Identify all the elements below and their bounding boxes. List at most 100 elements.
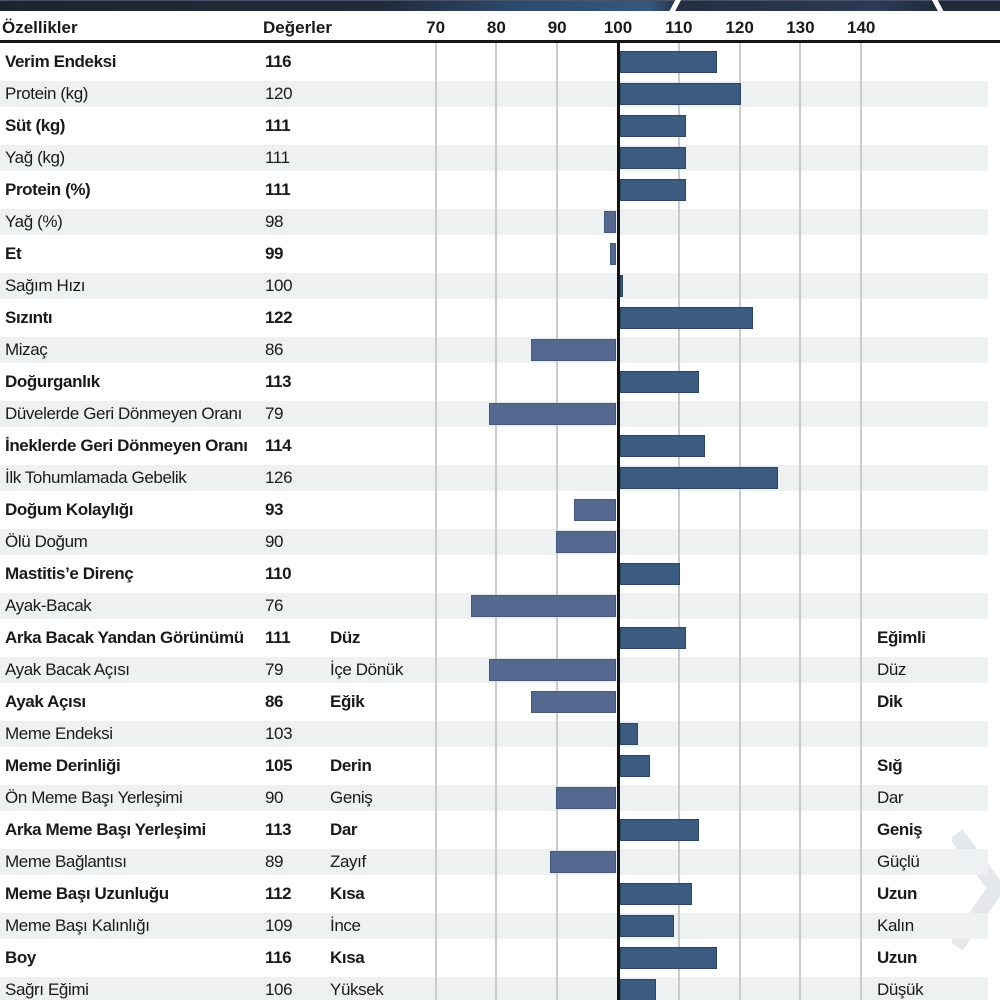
trait-value: 103 [265, 724, 293, 743]
header-rule [0, 40, 1000, 43]
trait-value: 93 [265, 500, 284, 519]
axis-tick-label: 120 [725, 18, 754, 37]
trait-label: Ölü Doğum [5, 532, 88, 551]
table-row: Boy 116 Kısa Uzun [0, 942, 1000, 974]
high-end-descriptor: Dar [877, 788, 904, 807]
trait-label: Meme Endeksi [5, 724, 113, 743]
trait-bar [619, 179, 687, 201]
high-end-descriptor: Güçlü [877, 852, 920, 871]
row-shading [0, 81, 988, 107]
low-end-descriptor: Düz [330, 628, 360, 647]
trait-rows: Verim Endeksi 116 Protein (kg) 120 Süt (… [0, 46, 1000, 1000]
table-row: Meme Derinliği 105 Derin Sığ [0, 750, 1000, 782]
axis-tick-label: 90 [547, 18, 567, 37]
row-shading [0, 945, 988, 971]
high-end-descriptor: Eğimli [877, 628, 926, 647]
axis-tick-label: 140 [847, 18, 876, 37]
trait-bar [531, 339, 617, 361]
trait-value: 114 [265, 436, 292, 455]
table-row: Arka Bacak Yandan Görünümü 111 Düz Eğiml… [0, 622, 1000, 654]
table-row: Meme Endeksi 103 [0, 718, 1000, 750]
trait-bar [619, 915, 675, 937]
trait-value: 113 [265, 372, 292, 391]
trait-bar [549, 851, 617, 873]
row-shading [0, 337, 988, 363]
trait-bar [619, 819, 699, 841]
row-shading [0, 113, 988, 139]
row-shading [0, 977, 988, 1000]
trait-label: İneklerde Geri Dönmeyen Oranı [5, 436, 248, 455]
high-end-descriptor: Kalın [877, 916, 914, 935]
trait-label: Ayak-Bacak [5, 596, 92, 615]
high-end-descriptor: Dik [877, 692, 903, 711]
trait-label: Et [5, 244, 22, 263]
axis-tick-label: 110 [665, 18, 693, 37]
trait-label: Ön Meme Başı Yerleşimi [5, 788, 183, 807]
row-shading [0, 913, 988, 939]
trait-label: Mizaç [5, 340, 48, 359]
trait-bar [488, 659, 617, 681]
trait-label: Arka Bacak Yandan Görünümü [5, 628, 244, 647]
row-shading [0, 273, 988, 299]
low-end-descriptor: Kısa [330, 948, 365, 967]
trait-value: 110 [265, 564, 292, 583]
trait-label: Sağım Hızı [5, 276, 86, 295]
trait-label: Süt (kg) [5, 116, 66, 135]
trait-value: 111 [265, 148, 290, 167]
trait-bar [619, 883, 693, 905]
row-shading [0, 721, 988, 747]
trait-value: 76 [265, 596, 284, 615]
high-end-descriptor: Düz [877, 660, 907, 679]
table-row: İneklerde Geri Dönmeyen Oranı 114 [0, 430, 1000, 462]
high-end-descriptor: Geniş [877, 820, 923, 839]
low-end-descriptor: Eğik [330, 692, 365, 711]
trait-value: 79 [265, 404, 284, 423]
trait-value: 89 [265, 852, 284, 871]
trait-bar [619, 979, 656, 1000]
axis-tick-label: 80 [486, 18, 506, 37]
trait-value: 111 [265, 180, 291, 199]
row-shading [0, 689, 988, 715]
table-row: Mizaç 86 [0, 334, 1000, 366]
high-end-descriptor: Uzun [877, 884, 917, 903]
ribbon-slash-icon [668, 0, 681, 17]
table-row: Ölü Doğum 90 [0, 526, 1000, 558]
row-shading [0, 849, 988, 875]
trait-label: Yağ (kg) [5, 148, 65, 167]
row-shading [0, 209, 988, 235]
trait-bar [619, 115, 687, 137]
trait-value: 120 [265, 84, 293, 103]
table-row: Protein (kg) 120 [0, 78, 1000, 110]
high-end-descriptor: Sığ [877, 756, 903, 775]
table-row: Sızıntı 122 [0, 302, 1000, 334]
trait-value: 113 [265, 820, 292, 839]
table-row: Sağım Hızı 100 [0, 270, 1000, 302]
trait-value: 122 [265, 308, 293, 327]
table-row: Meme Bağlantısı 89 Zayıf Güçlü [0, 846, 1000, 878]
trait-bar [610, 243, 617, 265]
trait-bar [619, 723, 638, 745]
low-end-descriptor: Yüksek [330, 980, 384, 999]
trait-bar [619, 51, 717, 73]
trait-label: Meme Bağlantısı [5, 852, 127, 871]
trait-label: Boy [5, 948, 36, 967]
low-end-descriptor: Zayıf [330, 852, 366, 871]
trait-bar [619, 435, 705, 457]
low-end-descriptor: Geniş [330, 788, 373, 807]
trait-bar [604, 211, 617, 233]
trait-label: Doğurganlık [5, 372, 100, 391]
low-end-descriptor: İçe Dönük [330, 660, 403, 679]
trait-value: 106 [265, 980, 293, 999]
axis-tick-label: 100 [603, 18, 633, 37]
trait-bar [555, 787, 617, 809]
row-shading [0, 785, 988, 811]
trait-value: 86 [265, 340, 284, 359]
table-row: Ayak Açısı 86 Eğik Dik [0, 686, 1000, 718]
trait-value: 90 [265, 788, 284, 807]
trait-value: 99 [265, 244, 284, 263]
traits-column-header: Özellikler [2, 18, 78, 37]
trait-bar [619, 147, 687, 169]
trait-value: 79 [265, 660, 284, 679]
trait-value: 98 [265, 212, 284, 231]
